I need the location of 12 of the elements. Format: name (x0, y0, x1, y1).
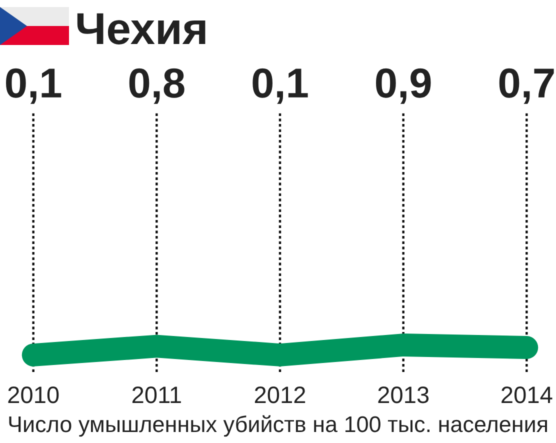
x-tick-label: 2012 (254, 386, 306, 404)
x-tick-label: 2013 (378, 386, 429, 404)
data-label: 0,7 (499, 68, 554, 104)
data-label: 0,1 (252, 68, 308, 104)
x-tick-label: 2010 (8, 386, 59, 404)
data-label: 0,8 (129, 68, 184, 104)
text: Число умышленных убийств на 100 тыс. населения (9, 415, 547, 437)
data-label: 0,1 (6, 68, 62, 104)
chart-title: Чехия (77, 13, 206, 44)
data-label: 0,9 (376, 68, 431, 104)
x-tick-label: 2014 (502, 386, 552, 404)
x-tick-label: 2011 (132, 386, 181, 404)
